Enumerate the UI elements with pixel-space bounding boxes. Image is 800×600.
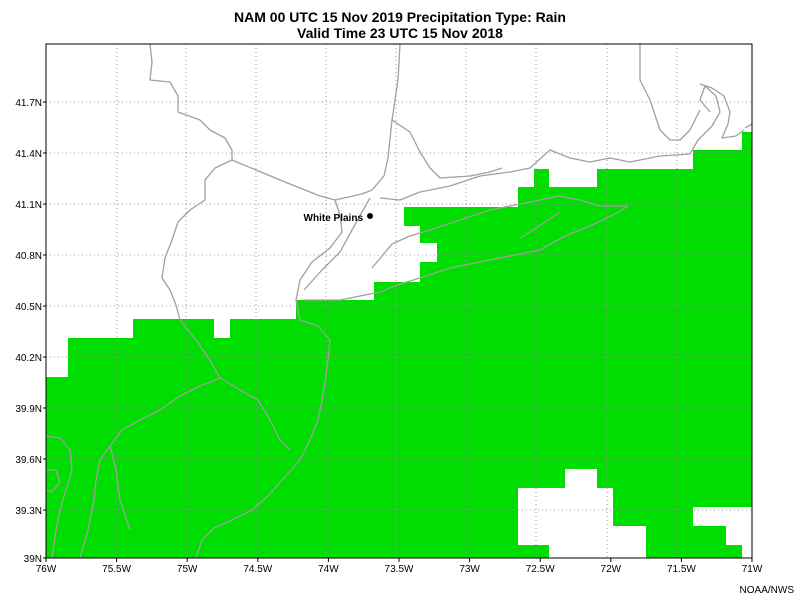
y-tick-label: 39.9N — [15, 404, 42, 415]
rain-area — [46, 132, 752, 558]
lat-lon-grid — [46, 44, 752, 558]
x-tick-label: 76W — [36, 564, 57, 575]
state-borders-and-coastline — [45, 43, 753, 559]
city-marker — [367, 213, 373, 219]
map-title: NAM 00 UTC 15 Nov 2019 Precipitation Typ… — [234, 9, 566, 25]
map-valid-time: Valid Time 23 UTC 15 Nov 2018 — [297, 25, 503, 41]
credit-label: NOAA/NWS — [739, 585, 794, 596]
y-tick-label: 40.8N — [15, 251, 42, 262]
y-tick-label: 41.4N — [15, 149, 42, 160]
axis-ticks — [43, 101, 753, 562]
x-tick-label: 74.5W — [243, 564, 272, 575]
city-label: White Plains — [304, 213, 364, 224]
x-axis-labels: 76W 75.5W 75W 74.5W 74W 73.5W 73W 72.5W 72W 71.5W… — [36, 564, 763, 575]
x-tick-label: 71.5W — [667, 564, 696, 575]
y-tick-label: 41.1N — [15, 200, 42, 211]
x-tick-label: 75.5W — [102, 564, 131, 575]
y-axis-labels: 39N 39.3N 39.6N 39.9N 40.2N 40.5N 40.8N 41.1N 41… — [15, 98, 42, 565]
y-tick-label: 40.2N — [15, 353, 42, 364]
x-tick-label: 72W — [601, 564, 622, 575]
y-tick-label: 41.7N — [15, 98, 42, 109]
x-tick-label: 74W — [318, 564, 339, 575]
x-tick-label: 71W — [742, 564, 763, 575]
x-tick-label: 75W — [177, 564, 198, 575]
x-tick-label: 73.5W — [385, 564, 414, 575]
x-tick-label: 72.5W — [526, 564, 555, 575]
x-tick-label: 73W — [459, 564, 480, 575]
y-tick-label: 39.6N — [15, 455, 42, 466]
y-tick-label: 39N — [24, 554, 42, 565]
y-tick-label: 40.5N — [15, 302, 42, 313]
y-tick-label: 39.3N — [15, 506, 42, 517]
